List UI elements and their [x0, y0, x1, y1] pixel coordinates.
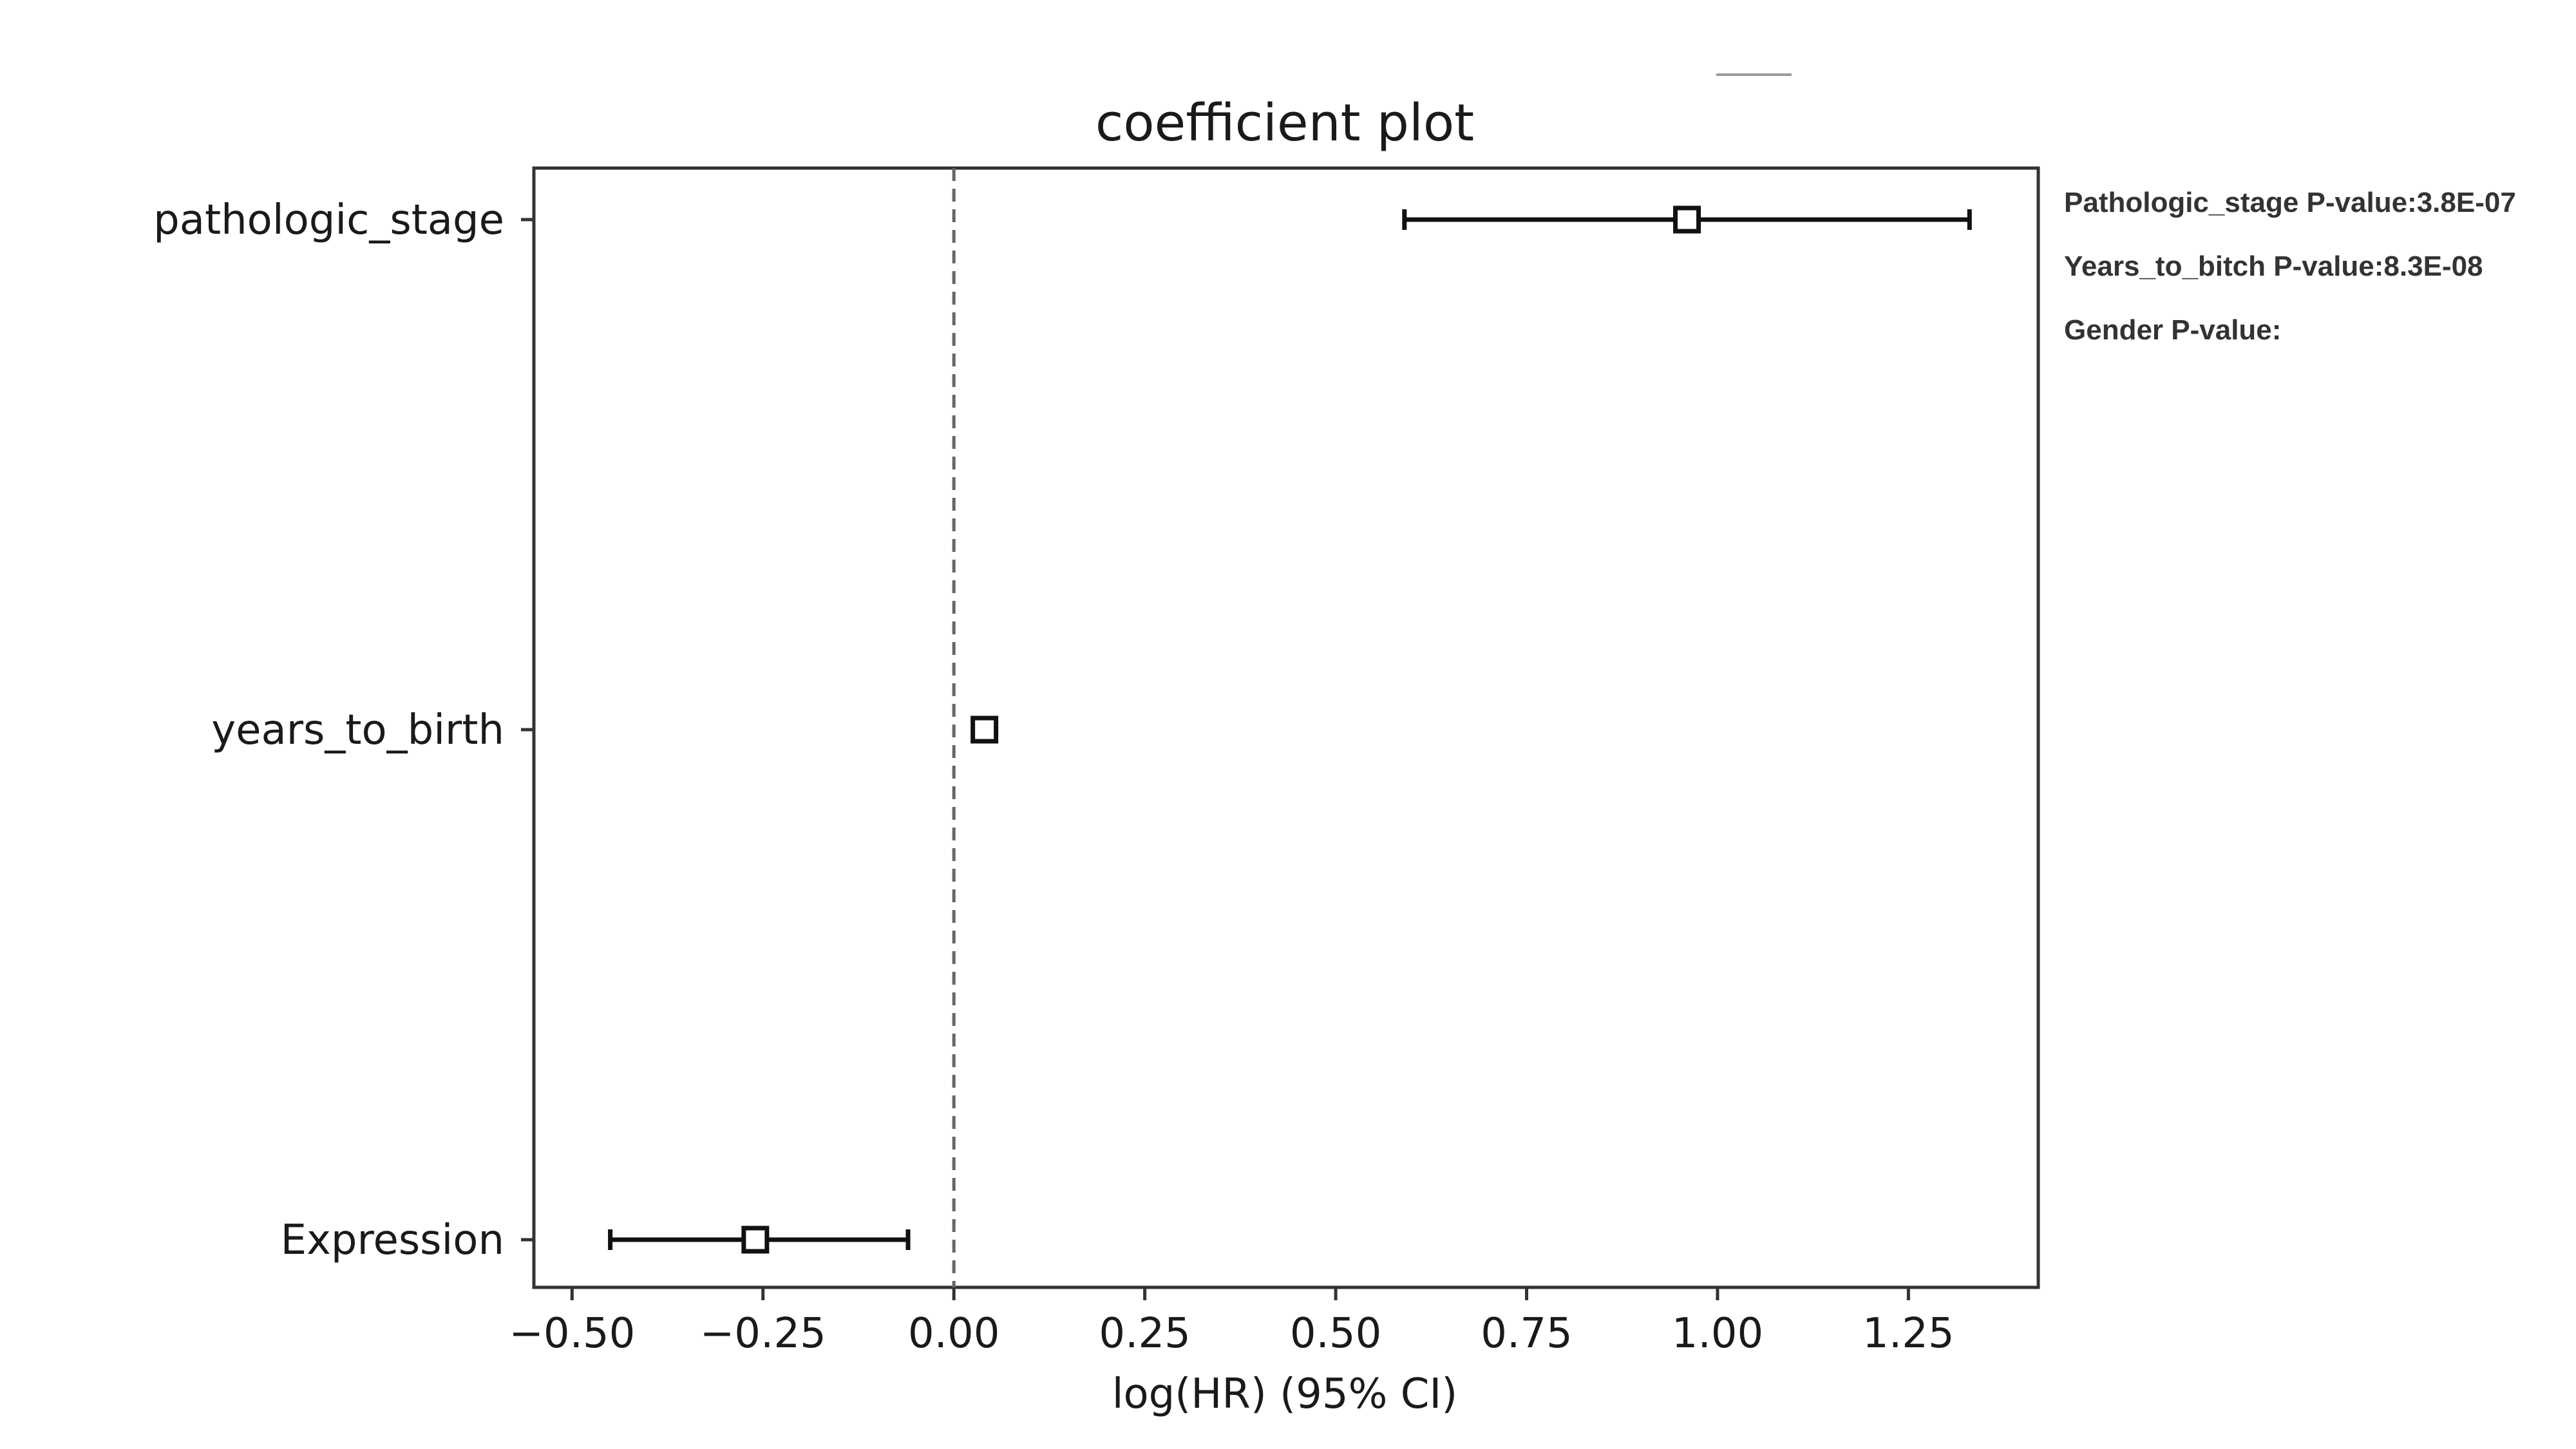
coefficient-row: pathologic_stage	[153, 196, 1972, 244]
x-tick-label: 0.00	[908, 1310, 1000, 1358]
x-tick-label: 0.75	[1481, 1310, 1573, 1358]
coefficient-rows: pathologic_stage years_to_birth Expression	[153, 196, 1972, 1264]
p-value-note-gender: Gender P-value:	[2064, 314, 2281, 346]
coefficient-row: Expression	[281, 1217, 911, 1264]
x-tick-label: 1.25	[1862, 1310, 1955, 1358]
x-tick-label: 1.00	[1672, 1310, 1764, 1358]
y-tick-label: pathologic_stage	[153, 196, 504, 244]
chart-title: coefficient plot	[1095, 93, 1474, 153]
y-tick-label: Expression	[281, 1217, 504, 1264]
x-tick-label: −0.25	[700, 1310, 826, 1358]
coefficient-marker	[1673, 205, 1701, 234]
coefficient-row: years_to_birth	[211, 706, 999, 754]
y-tick-label: years_to_birth	[211, 706, 504, 754]
p-value-note-years-to-birth: Years_to_bitch P-value:8.3E-08	[2064, 251, 2483, 282]
x-tick-label: −0.50	[509, 1310, 635, 1358]
coefficient-marker	[741, 1226, 770, 1254]
x-axis-label: log(HR) (95% CI)	[1112, 1370, 1458, 1418]
coefficient-marker	[971, 715, 999, 744]
plot-frame	[532, 166, 2040, 1289]
x-tick-label: 0.50	[1290, 1310, 1382, 1358]
x-axis-ticks: −0.50 −0.25 0.00 0.25 0.50 0.75 1.00 1.25	[509, 1287, 1955, 1358]
x-tick-label: 0.25	[1099, 1310, 1191, 1358]
p-value-note-pathologic-stage: Pathologic_stage P-value:3.8E-07	[2064, 187, 2516, 218]
